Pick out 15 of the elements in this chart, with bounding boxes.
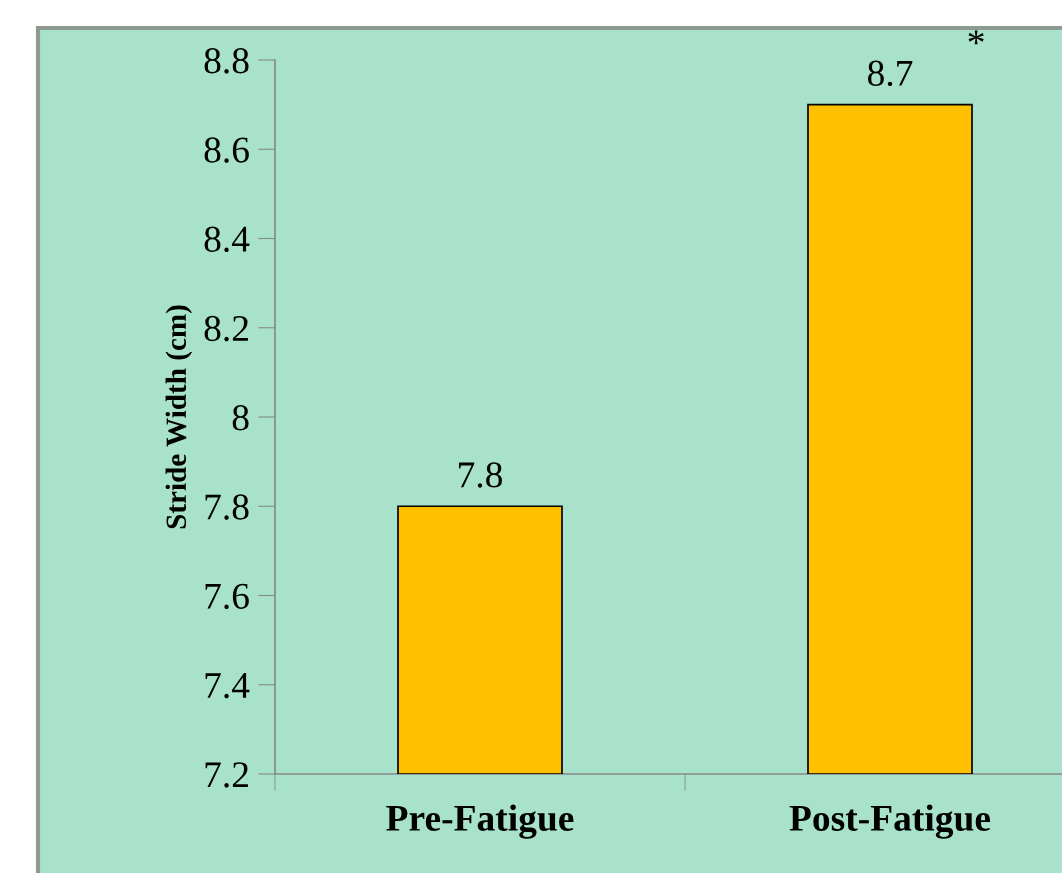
y-tick-label: 7.2 — [205, 762, 248, 788]
y-tick-label: 8 — [232, 405, 249, 431]
y-tick-label: 7.4 — [205, 673, 250, 699]
y-tick-label: 7.8 — [205, 494, 249, 520]
y-axis-title: Stride Width (cm) — [165, 305, 193, 529]
annotation: * — [968, 30, 984, 45]
y-tick-label: 8.6 — [204, 137, 249, 163]
x-tick-label: Post-Fatigue — [789, 804, 991, 839]
data-label: 7.8 — [459, 462, 503, 488]
data-label: 8.7 — [867, 60, 913, 87]
y-tick-label: 8.4 — [204, 226, 250, 253]
y-tick-label: 8.8 — [204, 48, 249, 74]
y-tick-label: 8.2 — [204, 315, 248, 342]
x-tick-label: Pre-Fatigue — [386, 804, 574, 839]
y-tick-label: 7.6 — [205, 583, 249, 610]
